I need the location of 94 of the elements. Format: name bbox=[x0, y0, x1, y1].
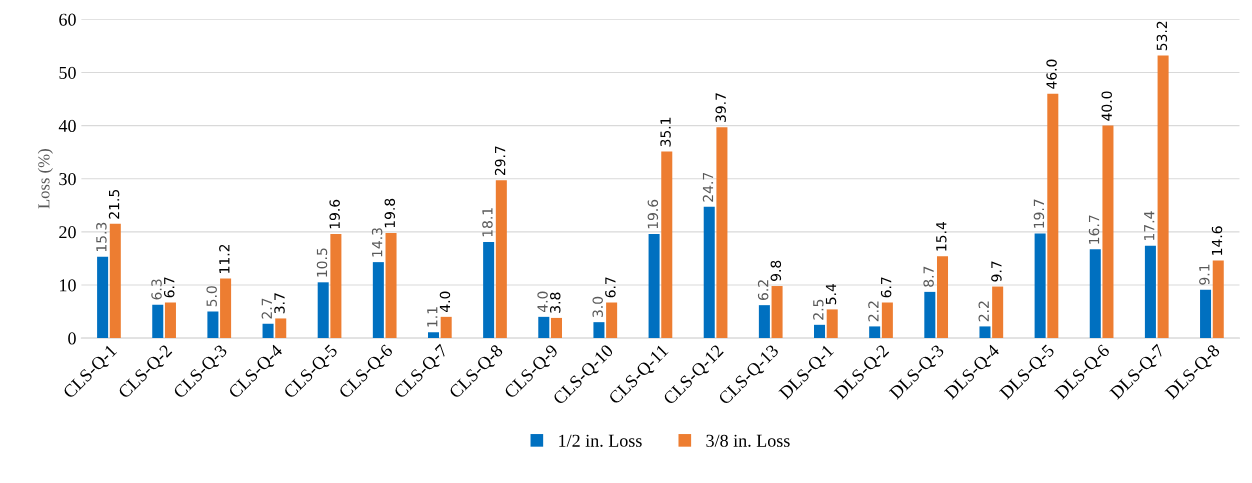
bar bbox=[152, 304, 164, 339]
y-tick-label: 30 bbox=[59, 172, 76, 186]
data-label: 53.2 bbox=[1156, 21, 1168, 51]
bar bbox=[1200, 289, 1212, 339]
bar bbox=[771, 286, 783, 339]
data-label: 6.7 bbox=[163, 277, 175, 298]
data-label: 5.0 bbox=[206, 286, 217, 307]
bar bbox=[427, 332, 440, 339]
data-label: 15.3 bbox=[96, 222, 107, 252]
y-tick-label: 10 bbox=[60, 279, 76, 292]
bar bbox=[1089, 249, 1101, 339]
bar bbox=[1034, 233, 1046, 339]
bar bbox=[97, 256, 109, 339]
data-label: 9.1 bbox=[1199, 264, 1210, 285]
bar bbox=[703, 206, 715, 339]
data-label: 2.2 bbox=[978, 301, 989, 322]
bar bbox=[440, 316, 452, 339]
bar bbox=[262, 323, 274, 339]
data-label: 19.6 bbox=[647, 199, 659, 229]
data-label: 14.6 bbox=[1211, 226, 1223, 255]
bar bbox=[317, 282, 329, 339]
data-label: 9.7 bbox=[991, 261, 1002, 282]
y-axis-title: Loss (%) bbox=[37, 149, 53, 209]
data-label: 14.3 bbox=[371, 228, 383, 257]
y-tick-label: 20 bbox=[59, 226, 76, 239]
bar bbox=[1144, 245, 1156, 339]
data-label: 8.7 bbox=[923, 266, 934, 287]
bar bbox=[1102, 125, 1114, 339]
data-label: 6.7 bbox=[605, 277, 616, 298]
data-label: 46.0 bbox=[1046, 59, 1057, 89]
bar bbox=[385, 232, 397, 339]
data-label: 19.7 bbox=[1033, 199, 1045, 228]
data-label: 6.3 bbox=[151, 279, 162, 300]
data-label: 6.7 bbox=[880, 277, 892, 298]
data-label: 4.0 bbox=[537, 291, 548, 312]
data-label: 21.5 bbox=[108, 189, 120, 219]
bar bbox=[330, 233, 342, 339]
bar bbox=[881, 302, 893, 339]
y-tick-label: 0 bbox=[68, 332, 76, 345]
bar bbox=[814, 324, 826, 339]
data-label: 16.7 bbox=[1088, 215, 1100, 244]
bar bbox=[220, 278, 232, 339]
data-label: 40.0 bbox=[1101, 91, 1112, 121]
bar bbox=[758, 305, 770, 339]
legend-label: 3/8 in. Loss bbox=[706, 434, 790, 447]
bar bbox=[275, 318, 287, 339]
data-label: 39.7 bbox=[715, 93, 726, 122]
bar bbox=[109, 223, 121, 339]
bar bbox=[606, 302, 618, 339]
data-label: 10.5 bbox=[316, 248, 328, 277]
data-label: 19.6 bbox=[329, 199, 340, 229]
data-label: 35.1 bbox=[660, 117, 671, 147]
bar bbox=[164, 302, 176, 339]
data-label: 24.7 bbox=[702, 172, 714, 202]
data-label: 2.2 bbox=[868, 301, 879, 322]
bar bbox=[937, 256, 949, 339]
bar bbox=[593, 322, 605, 339]
data-label: 3.0 bbox=[592, 296, 603, 317]
data-label: 9.8 bbox=[770, 260, 782, 281]
data-label: 3.7 bbox=[274, 293, 285, 314]
data-label: 2.5 bbox=[813, 299, 824, 320]
bar bbox=[1047, 93, 1059, 339]
bar bbox=[483, 241, 495, 339]
data-label: 4.0 bbox=[439, 291, 451, 312]
bar bbox=[979, 326, 991, 339]
bar bbox=[372, 262, 384, 339]
data-label: 5.4 bbox=[825, 283, 837, 305]
bar bbox=[924, 291, 936, 339]
y-tick-label: 40 bbox=[58, 119, 76, 133]
bar bbox=[207, 311, 219, 339]
bar bbox=[550, 317, 562, 339]
bar bbox=[661, 151, 673, 339]
data-label: 11.2 bbox=[219, 244, 230, 273]
bar bbox=[538, 316, 550, 339]
legend-label: 1/2 in. Loss bbox=[559, 434, 642, 447]
bar bbox=[992, 286, 1004, 339]
data-label: 2.7 bbox=[261, 298, 272, 319]
data-label: 17.4 bbox=[1144, 211, 1155, 240]
bar bbox=[826, 309, 838, 339]
data-label: 29.7 bbox=[494, 146, 506, 176]
data-label: 19.8 bbox=[384, 198, 396, 228]
data-label: 6.2 bbox=[757, 280, 769, 301]
bar bbox=[495, 180, 507, 339]
bar bbox=[716, 127, 728, 339]
bar bbox=[1212, 260, 1224, 339]
bar bbox=[648, 233, 660, 339]
data-label: 18.1 bbox=[482, 208, 493, 237]
data-label: 15.4 bbox=[936, 221, 947, 251]
bar bbox=[869, 326, 881, 339]
bar bbox=[1157, 55, 1169, 339]
y-tick-label: 60 bbox=[59, 13, 76, 26]
y-tick-label: 50 bbox=[59, 66, 76, 79]
data-label: 1.1 bbox=[427, 307, 438, 327]
data-label: 3.8 bbox=[550, 292, 561, 313]
